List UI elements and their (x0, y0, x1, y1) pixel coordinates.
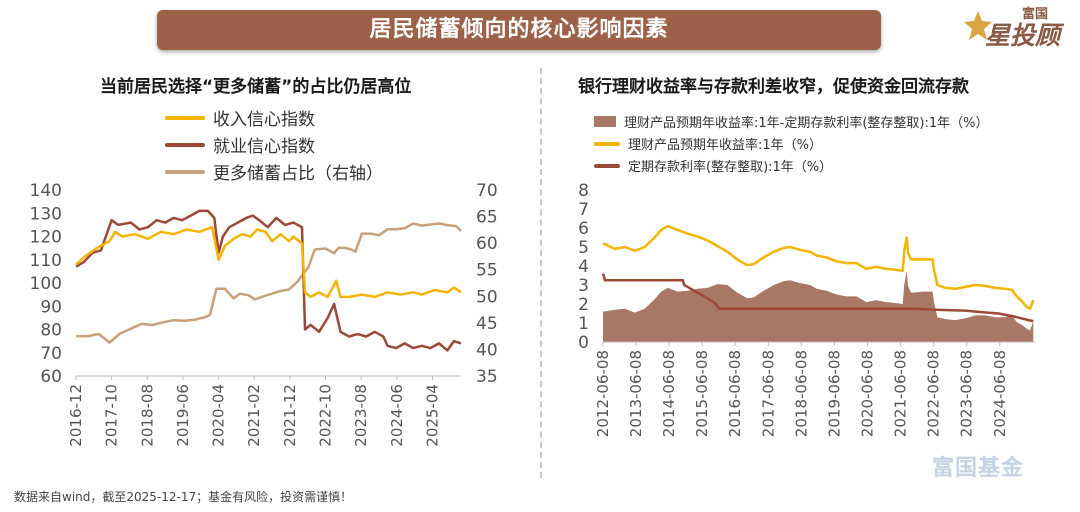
deposit-rate-line (601, 273, 1034, 323)
legend-employment-swatch (165, 142, 205, 147)
right-x-tick-label: 2016-06-08 (726, 350, 744, 437)
right-x-tick-label: 2021-06-08 (892, 350, 910, 437)
left-y-tick-label: 110 (30, 251, 62, 271)
right-y-tick-label: 5 (578, 238, 589, 258)
right-x-tick-label: 2022-06-08 (925, 350, 943, 437)
star-logo-icon (964, 11, 992, 40)
right-y-tick-label: 4 (578, 257, 589, 277)
brand-name-small: 富国 (1021, 7, 1048, 22)
legend-income-swatch (165, 115, 205, 120)
right-y-tick-label: 8 (578, 181, 589, 201)
legend-savings-label: 更多储蓄占比（右轴） (213, 164, 383, 184)
left-y-tick-label: 70 (40, 344, 62, 364)
legend-spread-label: 理财产品预期年收益率:1年-定期存款利率(整存整取):1年（%） (624, 116, 989, 131)
legend-wmp-yield-label: 理财产品预期年收益率:1年（%） (628, 138, 823, 153)
income-confidence-line (75, 225, 462, 299)
footer-note: 数据来自wind，截至2025-12-17；基金有风险，投资需谨慎！ (14, 490, 353, 504)
left-y-tick-label: 100 (30, 274, 62, 294)
left-y-tick-label: 130 (30, 204, 62, 224)
left-x-tick-label: 2020-04 (210, 384, 228, 447)
right-x-tick-label: 2019-06-08 (825, 350, 843, 437)
left-x-tick-label: 2018-08 (138, 384, 156, 447)
left-chart-title: 当前居民选择“更多储蓄”的占比仍居高位 (100, 77, 412, 97)
left-x-tick-label: 2025-04 (423, 384, 441, 447)
left-x-tick-label: 2023-08 (352, 384, 370, 447)
right-y-tick-label: 2 (578, 295, 589, 315)
more-savings-ratio-line (76, 222, 462, 344)
legend-spread: 理财产品预期年收益率:1年-定期存款利率(整存整取):1年（%） (594, 112, 989, 131)
right-y-tick-label: 6 (578, 219, 589, 239)
right-y-tick-label: 7 (578, 200, 589, 220)
wmp-yield-line (602, 224, 1035, 311)
legend-employment: 就业信心指数 (165, 132, 315, 157)
left-x-tick-label: 2022-10 (317, 384, 335, 447)
legend-wmp-yield-swatch (594, 141, 620, 146)
right-y-tick-label: 1 (578, 314, 589, 334)
right-x-tick-label: 2023-06-08 (958, 350, 976, 437)
left-x-tick-label: 2016-12 (67, 384, 85, 447)
right-x-tick-label: 2017-06-08 (759, 350, 777, 437)
left-x-tick-label: 2024-06 (388, 384, 406, 447)
right-x-tick-label: 2020-06-08 (858, 350, 876, 437)
left-y2-tick-label: 35 (476, 367, 498, 387)
left-y2-tick-label: 40 (476, 340, 498, 360)
left-y2-tick-label: 50 (476, 287, 498, 307)
panel-divider (540, 68, 542, 478)
right-x-tick-label: 2013-06-08 (627, 350, 645, 437)
brand-logo: 富国 星投顾 (956, 2, 1066, 50)
legend-income-label: 收入信心指数 (213, 110, 315, 130)
left-y2-tick-label: 60 (476, 234, 498, 254)
legend-savings: 更多储蓄占比（右轴） (165, 159, 383, 184)
left-y-tick-label: 80 (40, 321, 62, 341)
legend-savings-swatch (165, 169, 205, 174)
legend-income: 收入信心指数 (165, 105, 315, 130)
left-y-tick-label: 60 (40, 367, 62, 387)
right-x-tick-label: 2024-06-08 (991, 350, 1009, 437)
left-y2-tick-label: 65 (476, 208, 498, 228)
right-x-tick-label: 2015-06-08 (693, 350, 711, 437)
spread-area (603, 270, 1034, 342)
watermark: 富国基金 (932, 456, 1025, 481)
employment-confidence-line (75, 209, 462, 352)
page-title-banner: 居民储蓄倾向的核心影响因素 (157, 10, 881, 50)
legend-spread-swatch (594, 116, 616, 127)
legend-wmp-yield: 理财产品预期年收益率:1年（%） (594, 134, 822, 153)
brand-name-big: 星投顾 (984, 21, 1060, 50)
left-y-tick-label: 90 (40, 297, 62, 317)
legend-employment-label: 就业信心指数 (213, 137, 315, 157)
left-y2-tick-label: 55 (476, 261, 498, 281)
left-x-tick-label: 2021-12 (281, 384, 299, 447)
left-y-tick-label: 120 (30, 228, 62, 248)
left-x-tick-label: 2019-06 (174, 384, 192, 447)
legend-deposit-rate-swatch (594, 163, 620, 168)
right-x-tick-label: 2014-06-08 (660, 350, 678, 437)
left-y-tick-label: 140 (30, 181, 62, 201)
right-x-tick-label: 2012-06-08 (594, 350, 612, 437)
left-y2-tick-label: 70 (476, 181, 498, 201)
right-x-tick-label: 2018-06-08 (792, 350, 810, 437)
page-title: 居民储蓄倾向的核心影响因素 (369, 17, 669, 42)
right-chart-title: 银行理财收益率与存款利差收窄，促使资金回流存款 (578, 77, 969, 97)
left-y2-tick-label: 45 (476, 314, 498, 334)
legend-deposit-rate-label: 定期存款利率(整存整取):1年（%） (628, 160, 833, 175)
right-y-tick-label: 0 (578, 333, 589, 353)
left-x-tick-label: 2017-10 (103, 384, 121, 447)
legend-deposit-rate: 定期存款利率(整存整取):1年（%） (594, 156, 832, 175)
right-y-tick-label: 3 (578, 276, 589, 296)
left-x-tick-label: 2021-02 (245, 384, 263, 447)
